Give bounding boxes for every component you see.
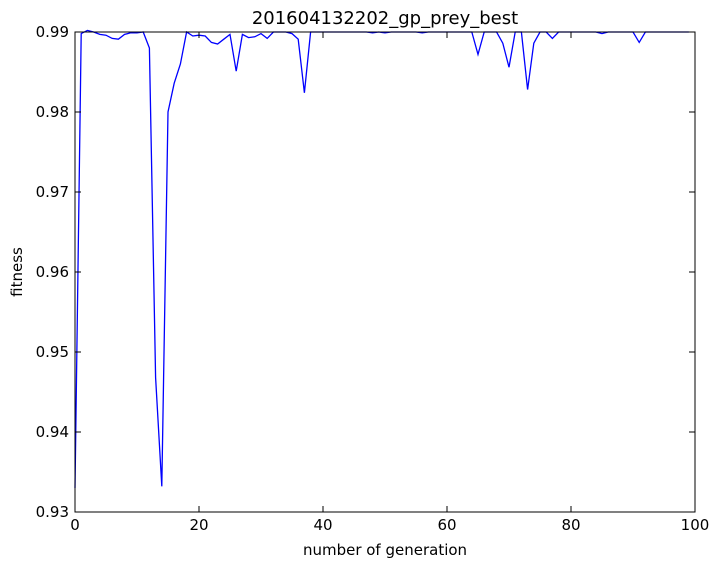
x-tick-label: 100 xyxy=(681,516,710,534)
chart-title: 201604132202_gp_prey_best xyxy=(252,8,518,29)
x-tick-label: 60 xyxy=(437,516,456,534)
x-axis-ticks: 0 20 40 60 80 100 xyxy=(70,32,709,534)
plot-frame xyxy=(74,31,696,513)
x-tick-label: 0 xyxy=(70,516,80,534)
y-tick-label: 0.97 xyxy=(36,183,69,201)
y-tick-label: 0.95 xyxy=(36,343,69,361)
x-axis-label: number of generation xyxy=(303,541,467,559)
y-tick-label: 0.93 xyxy=(36,503,69,521)
x-tick-label: 40 xyxy=(313,516,332,534)
y-axis-label: fitness xyxy=(8,247,26,297)
y-tick-label: 0.96 xyxy=(36,263,69,281)
y-tick-label: 0.98 xyxy=(36,103,69,121)
x-tick-label: 20 xyxy=(189,516,208,534)
y-axis-ticks: 0.93 0.94 0.95 0.96 0.97 0.98 0.99 xyxy=(36,23,695,521)
x-tick-label: 80 xyxy=(561,516,580,534)
y-tick-label: 0.94 xyxy=(36,423,69,441)
series-line xyxy=(74,29,689,489)
plot-area xyxy=(74,29,696,513)
y-tick-label: 0.99 xyxy=(36,23,69,41)
